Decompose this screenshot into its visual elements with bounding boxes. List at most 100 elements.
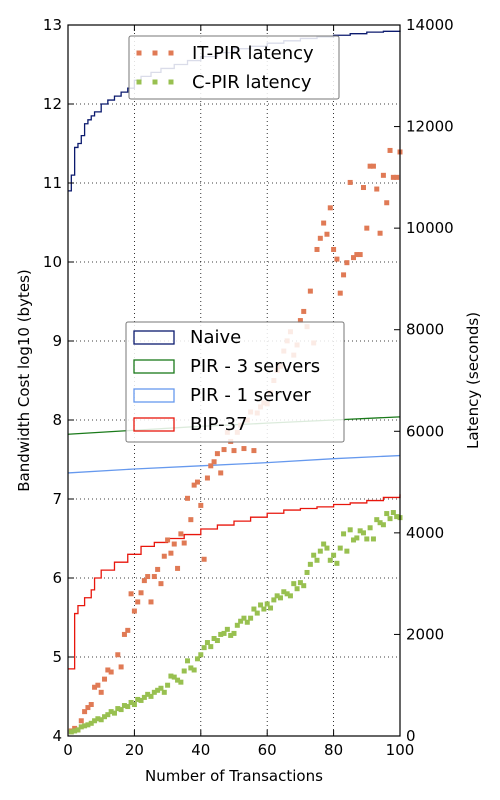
scatter-point-c-pir-latency	[128, 699, 134, 705]
y-right-tick-label: 12000	[406, 118, 454, 136]
scatter-point-c-pir-latency	[271, 597, 277, 603]
scatter-point-c-pir-latency	[68, 729, 74, 735]
scatter-point-it-pir-latency	[380, 172, 386, 178]
plot-frame	[67, 24, 401, 737]
scatter-point-c-pir-latency	[125, 704, 131, 710]
x-tick-label: 0	[63, 741, 73, 759]
scatter-point-c-pir-latency	[78, 724, 84, 730]
scatter-point-c-pir-latency	[327, 557, 333, 563]
line-legend: Naive PIR - 3 servers PIR - 1 server BIP-37	[125, 321, 345, 443]
scatter-point-c-pir-latency	[284, 591, 290, 597]
scatter-point-c-pir-latency	[261, 606, 267, 612]
scatter-point-it-pir-latency	[377, 230, 383, 236]
scatter-point-c-pir-latency	[258, 602, 264, 608]
scatter-point-c-pir-latency	[181, 668, 187, 674]
scatter-point-it-pir-latency	[92, 684, 98, 690]
y-left-tick-label: 4	[52, 727, 62, 745]
scatter-point-c-pir-latency	[221, 630, 227, 636]
scatter-point-it-pir-latency	[344, 260, 350, 266]
scatter-point-c-pir-latency	[307, 561, 313, 567]
scatter-point-it-pir-latency	[347, 179, 353, 185]
scatter-point-it-pir-latency	[370, 163, 376, 169]
scatter-point-c-pir-latency	[364, 536, 370, 542]
scatter-point-it-pir-latency	[364, 225, 370, 231]
scatter-point-it-pir-latency	[324, 231, 330, 237]
scatter-point-c-pir-latency	[354, 535, 360, 541]
scatter-point-c-pir-latency	[214, 638, 220, 644]
scatter-point-c-pir-latency	[228, 632, 234, 638]
scatter-point-it-pir-latency	[317, 235, 323, 241]
line-legend-label: PIR - 3 servers	[190, 356, 320, 377]
scatter-point-it-pir-latency	[155, 566, 161, 572]
scatter-point-c-pir-latency	[211, 635, 217, 641]
scatter-point-c-pir-latency	[337, 545, 343, 551]
scatter-point-c-pir-latency	[115, 706, 121, 712]
x-tick-label: 40	[191, 741, 210, 759]
scatter-point-c-pir-latency	[360, 530, 366, 536]
scatter-point-it-pir-latency	[98, 689, 104, 695]
scatter-point-c-pir-latency	[135, 696, 141, 702]
scatter-point-c-pir-latency	[274, 593, 280, 599]
scatter-point-it-pir-latency	[128, 591, 134, 597]
scatter-point-c-pir-latency	[238, 618, 244, 624]
scatter-point-c-pir-latency	[347, 527, 353, 533]
scatter-point-it-pir-latency	[181, 540, 187, 546]
scatter-point-c-pir-latency	[111, 710, 117, 716]
scatter-point-c-pir-latency	[155, 687, 161, 693]
scatter-point-c-pir-latency	[287, 593, 293, 599]
scatter-point-it-pir-latency	[390, 174, 396, 180]
scatter-point-it-pir-latency	[168, 550, 174, 556]
scatter-point-c-pir-latency	[141, 694, 147, 700]
scatter-point-it-pir-latency	[148, 599, 154, 605]
scatter-point-it-pir-latency	[214, 451, 220, 457]
y-right-tick-label: 0	[406, 727, 416, 745]
scatter-point-c-pir-latency	[294, 586, 300, 592]
scatter-point-c-pir-latency	[145, 691, 151, 697]
scatter-point-c-pir-latency	[218, 631, 224, 637]
scatter-point-c-pir-latency	[291, 581, 297, 587]
line-legend-swatch	[133, 330, 175, 345]
scatter-point-it-pir-latency	[374, 186, 380, 192]
scatter-point-c-pir-latency	[72, 728, 78, 734]
x-tick-label: 20	[125, 741, 144, 759]
scatter-point-it-pir-latency	[118, 664, 124, 670]
scatter-point-c-pir-latency	[198, 652, 204, 658]
y-left-tick-label: 11	[43, 174, 62, 192]
scatter-point-c-pir-latency	[268, 605, 274, 611]
scatter-point-c-pir-latency	[304, 569, 310, 575]
line-legend-label: BIP-37	[190, 414, 248, 435]
scatter-point-it-pir-latency	[394, 174, 400, 180]
scatter-legend-marker	[136, 79, 142, 85]
scatter-point-c-pir-latency	[105, 712, 111, 718]
scatter-point-c-pir-latency	[281, 589, 287, 595]
scatter-point-c-pir-latency	[131, 702, 137, 708]
scatter-point-it-pir-latency	[231, 448, 237, 454]
y-left-tick-label: 6	[52, 569, 62, 587]
line-legend-swatch	[133, 417, 175, 432]
scatter-point-it-pir-latency	[314, 246, 320, 252]
scatter-point-it-pir-latency	[331, 246, 337, 252]
scatter-point-it-pir-latency	[194, 479, 200, 485]
scatter-point-it-pir-latency	[360, 185, 366, 191]
scatter-point-c-pir-latency	[387, 516, 393, 522]
y-right-tick-label: 2000	[406, 625, 444, 643]
series-line-bip-37	[68, 494, 401, 670]
scatter-point-c-pir-latency	[178, 679, 184, 685]
x-tick-label: 100	[386, 741, 415, 759]
line-legend-label: Naive	[190, 327, 241, 348]
scatter-point-c-pir-latency	[367, 525, 373, 531]
scatter-point-c-pir-latency	[102, 714, 108, 720]
scatter-point-it-pir-latency	[211, 459, 217, 465]
scatter-point-c-pir-latency	[75, 727, 81, 733]
scatter-point-c-pir-latency	[88, 720, 94, 726]
y-right-tick-label: 10000	[406, 219, 454, 237]
y-right-tick-label: 14000	[406, 16, 454, 34]
scatter-point-c-pir-latency	[158, 685, 164, 691]
scatter-point-c-pir-latency	[118, 707, 124, 713]
scatter-point-it-pir-latency	[191, 482, 197, 488]
scatter-point-it-pir-latency	[185, 495, 191, 501]
scatter-point-c-pir-latency	[108, 709, 114, 715]
scatter-point-c-pir-latency	[92, 718, 98, 724]
scatter-point-it-pir-latency	[204, 475, 210, 481]
